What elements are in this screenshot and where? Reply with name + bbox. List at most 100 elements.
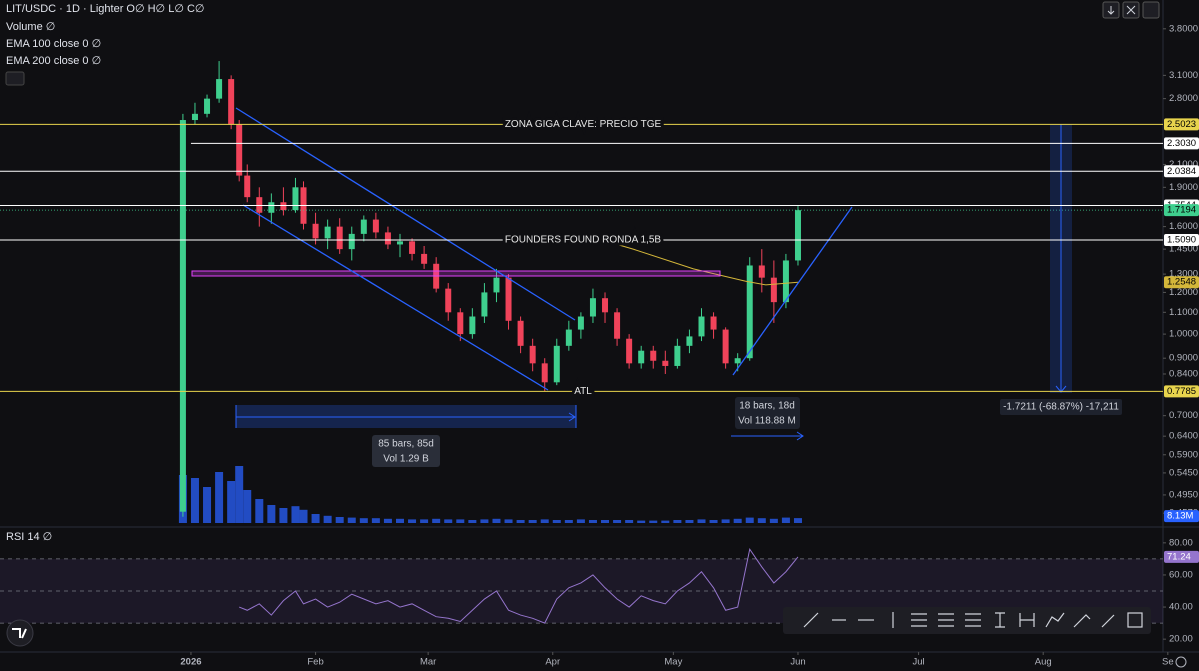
volume-bar — [323, 515, 332, 523]
volume-bar — [383, 518, 392, 523]
price-badge — [1164, 510, 1199, 523]
price-badge-label: 1.7194 — [1167, 205, 1196, 216]
candle-body — [710, 316, 717, 330]
y-tick-label: 2.1000 — [1169, 159, 1198, 170]
candle-body — [782, 260, 789, 303]
y-tick-label: 1.3000 — [1169, 269, 1198, 280]
measure-label-box — [1000, 399, 1122, 415]
candle-body — [191, 113, 198, 121]
volume-bar — [601, 520, 610, 523]
legend-ema: EMA 100 close 0 ∅ — [6, 38, 101, 50]
price-badge-label: 71.24 — [1167, 551, 1191, 562]
measure-text: -1.7211 (-68.87%) -17,211 — [1003, 402, 1119, 413]
volume-bar — [408, 519, 417, 523]
volume-bar — [576, 519, 585, 523]
tool-rect[interactable] — [1127, 612, 1143, 628]
tool-pattern[interactable] — [1045, 612, 1065, 628]
tool-price-range[interactable] — [1019, 613, 1035, 627]
volume-bar — [371, 518, 380, 523]
volume-bar — [492, 518, 501, 523]
volume-bar — [637, 520, 646, 523]
price-badge — [1164, 118, 1199, 131]
candle-body — [228, 79, 235, 125]
y-tick-label: 0.4950 — [1169, 489, 1198, 500]
candle-body — [505, 277, 512, 321]
volume-bar — [781, 517, 790, 523]
price-badge-label: 1.2548 — [1167, 277, 1196, 288]
candle-body — [565, 329, 572, 346]
volume-bar — [745, 517, 754, 523]
candle-body — [481, 292, 488, 317]
x-tick-label: Mar — [420, 657, 436, 668]
drawings — [191, 107, 1122, 467]
volume-bar — [769, 518, 778, 523]
candle-body — [553, 345, 560, 383]
volume-bar — [267, 505, 276, 523]
candle-body — [794, 210, 801, 261]
legend-collapse[interactable] — [5, 71, 25, 86]
volume-bar — [420, 519, 429, 523]
volume-bar — [504, 519, 513, 523]
y-tick-label: 0.6400 — [1169, 431, 1198, 442]
candle-body — [445, 288, 452, 313]
candle-body — [409, 241, 416, 254]
volume-bar — [432, 518, 441, 523]
measure-label-box — [372, 435, 440, 467]
volume-bar — [528, 520, 537, 523]
volume-bar — [203, 487, 212, 523]
candle-body — [650, 350, 657, 361]
tool-fib-ext[interactable] — [965, 613, 981, 627]
toolbar — [783, 607, 1151, 634]
volume-bar — [299, 509, 308, 523]
legend-volume: Volume ∅ — [6, 21, 55, 33]
volume-bar — [540, 519, 549, 523]
y-tick-label: 4.3539 — [1169, 0, 1198, 3]
price-badge-label: 2.0384 — [1167, 166, 1196, 177]
volume-bar — [291, 506, 300, 523]
arrow-head — [796, 431, 804, 441]
y-tick-label: 2.8000 — [1169, 93, 1198, 104]
tool-trendline[interactable] — [803, 612, 819, 628]
measure-label-box — [735, 397, 800, 429]
tool-channel[interactable] — [911, 613, 927, 627]
y-tick-label: 0.7000 — [1169, 410, 1198, 421]
y-tick-label: 0.5900 — [1169, 449, 1198, 460]
level-label: FOUNDERS FOUND RONDA 1,5B — [505, 235, 661, 246]
price-badge-label: 8.13M — [1167, 511, 1193, 522]
candle-body — [734, 358, 741, 364]
volume-bar — [661, 520, 670, 523]
candle-body — [770, 277, 777, 303]
settings-gear[interactable] — [1175, 656, 1187, 668]
tool-fib[interactable] — [938, 613, 954, 627]
y-tick-label: 1.2000 — [1169, 287, 1198, 298]
tool-date-range[interactable] — [995, 612, 1005, 628]
volume-bar — [395, 518, 404, 523]
rsi-tick-label: 40.00 — [1169, 602, 1193, 613]
volume-bar — [613, 520, 622, 523]
candle-body — [256, 197, 263, 213]
price-badge-label: 0.7785 — [1167, 386, 1196, 397]
y-tick-label: 0.8400 — [1169, 368, 1198, 379]
price-badge-label: 2.3030 — [1167, 138, 1196, 149]
channel-lower — [242, 204, 549, 391]
candle-body — [577, 316, 584, 330]
x-tick-label: 2026 — [180, 657, 201, 668]
candle-body — [614, 312, 621, 339]
price-badge — [1164, 550, 1199, 563]
tool-brush[interactable] — [1073, 614, 1091, 628]
tool-pen[interactable] — [1101, 614, 1115, 628]
candle-body — [268, 202, 275, 213]
candle-body — [602, 298, 609, 313]
arrow-head — [1055, 385, 1067, 393]
measure-text: Vol 118.88 M — [738, 416, 796, 427]
volume-bar — [359, 518, 368, 523]
logo-mark — [12, 628, 27, 639]
button-settings[interactable] — [1142, 1, 1160, 19]
volume-bar — [255, 499, 264, 523]
rsi-tick-label: 60.00 — [1169, 569, 1193, 580]
candle-body — [686, 336, 693, 346]
price-badge — [1164, 165, 1199, 178]
candle-body — [280, 202, 287, 211]
